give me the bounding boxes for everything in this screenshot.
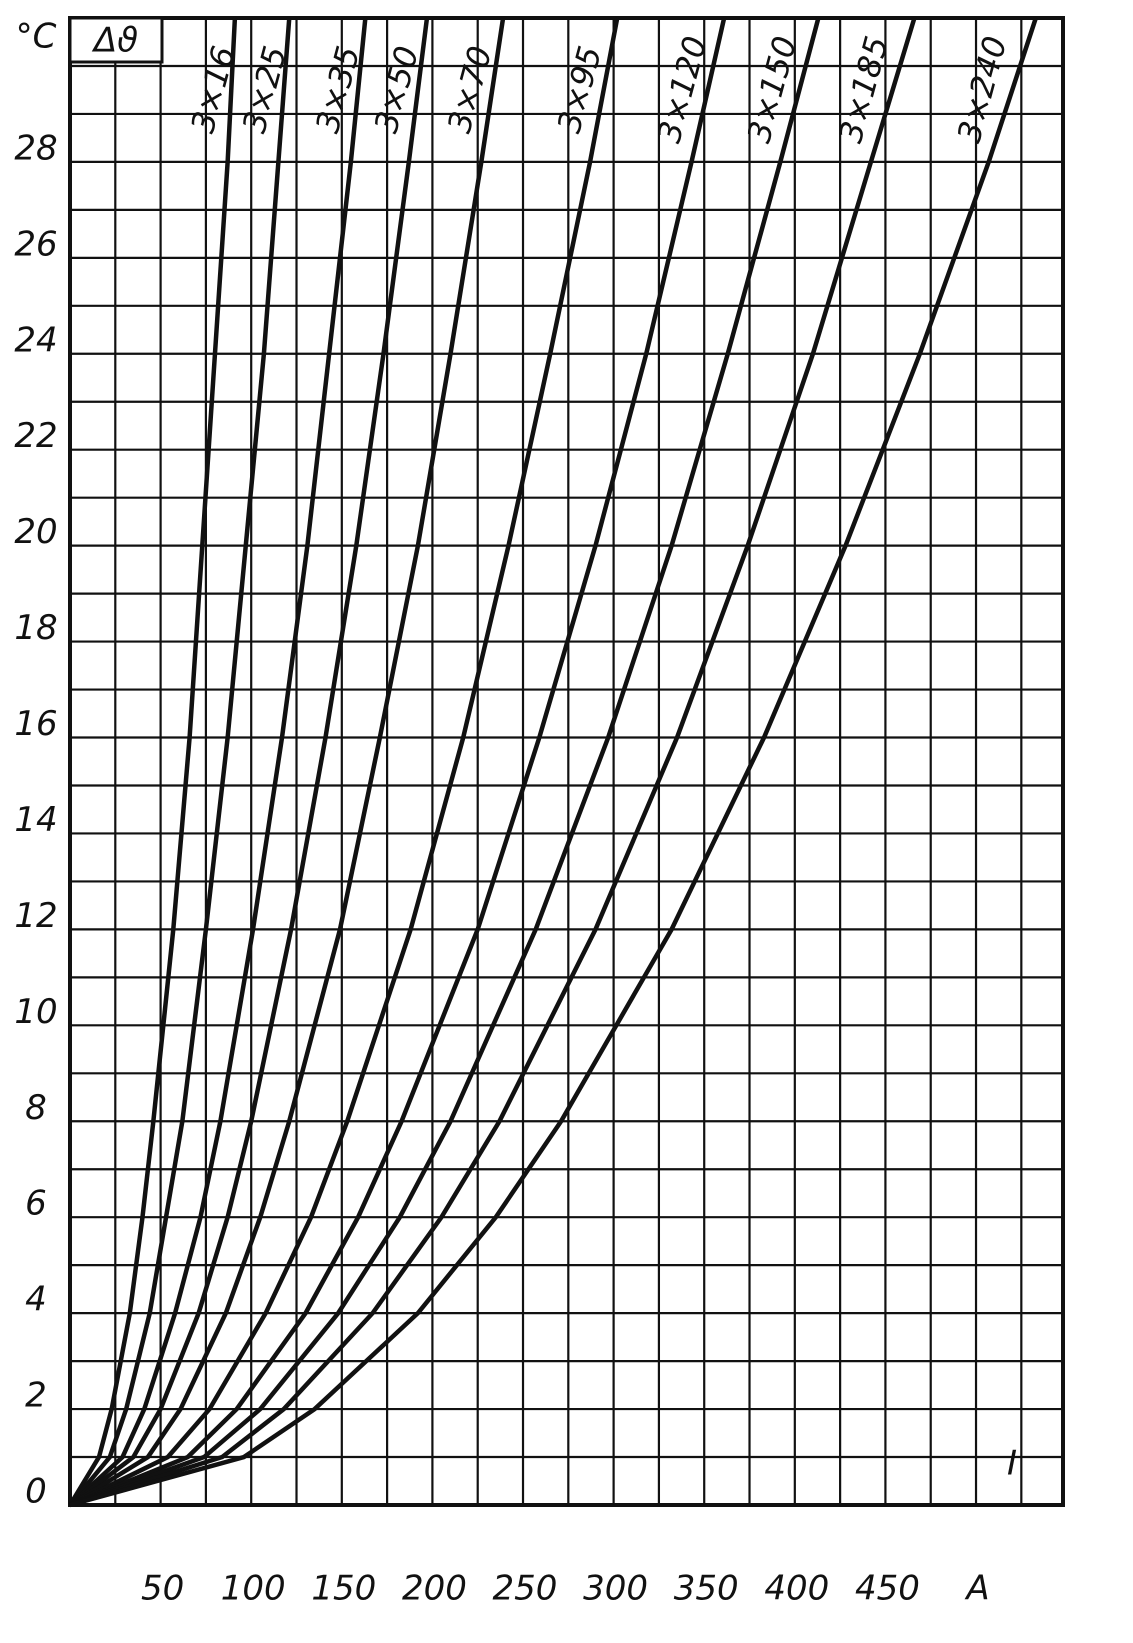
y-tick-label: 6 [25,1184,47,1224]
y-unit: °C [16,17,57,57]
x-tick-label: 450 [855,1569,920,1609]
y-label-box [68,16,164,64]
y-label: Δϑ [91,21,138,61]
y-tick-label: 20 [14,512,57,552]
line-series [69,17,727,1508]
y-tick-label: 28 [14,128,57,168]
y-tick-label: 26 [14,224,57,264]
series-label: 3×95 [550,42,609,137]
line-series [68,17,368,1507]
y-tick-label: 24 [14,320,57,360]
x-tick-label: 350 [674,1569,739,1609]
x-tick-label: 250 [493,1569,558,1609]
y-tick-label: 18 [14,608,57,648]
y-tick-label: 14 [14,800,57,840]
y-tick-label: 16 [14,704,57,744]
x-tick-label: 50 [141,1569,184,1609]
y-tick-label: 10 [14,992,57,1032]
y-tick-label: 22 [14,416,57,456]
x-label: I [1007,1444,1017,1484]
line-series [69,17,821,1508]
series-label: 3×240 [950,32,1015,146]
line-series [68,17,506,1507]
line-series [68,17,430,1507]
plot-frame [68,16,1065,1507]
x-tick-label: 300 [583,1569,648,1609]
line-series [68,17,292,1507]
x-tick-label: 150 [311,1569,376,1609]
y-tick-label: 0 [25,1472,47,1512]
line-series [69,17,1038,1508]
line-series [69,17,917,1508]
y-tick-label: 8 [25,1088,47,1128]
series-label: 3×16 [183,42,242,137]
x-tick-label: 200 [402,1569,467,1609]
y-tick-label: 12 [14,896,57,936]
y-tick-label: 4 [25,1280,47,1320]
y-tick-label: 2 [25,1376,47,1416]
x-tick-label: 400 [764,1569,829,1609]
x-tick-label: 100 [221,1569,286,1609]
x-unit: A [964,1569,989,1609]
line-series [68,17,238,1507]
line-series [69,17,620,1508]
